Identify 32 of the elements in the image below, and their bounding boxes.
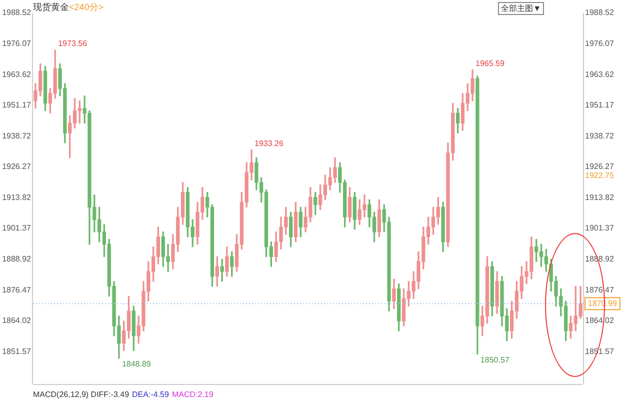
annotation: 1973.56	[58, 39, 88, 48]
y-tick-label: 1988.52	[2, 8, 32, 18]
chart-subtitle: <240分>	[69, 2, 104, 12]
y-tick-label: 1913.82	[2, 192, 32, 202]
y-tick-label: 1851.57	[2, 346, 32, 356]
y2-tick-label: 1976.07	[585, 38, 614, 48]
y2-tick-label: 1951.17	[585, 100, 614, 110]
text: DEA:-4.59	[132, 390, 169, 399]
y2-tick-label: 1938.72	[585, 131, 614, 140]
annotation: 1848.89	[122, 360, 152, 369]
y2-tick-label: 1913.82	[585, 192, 614, 202]
text: MACD(26,12,9) DIFF:-3.49	[33, 390, 130, 399]
chart-title: 现货黄金	[33, 2, 69, 12]
y2-tick-label: 1963.62	[585, 70, 614, 79]
y-tick-label: 1876.47	[2, 285, 32, 294]
text: MACD:2.19	[172, 390, 214, 399]
annotation: 1965.59	[476, 58, 505, 68]
y2-tick-label: 1901.37	[585, 224, 614, 233]
y-tick-label: 1938.72	[2, 131, 32, 140]
annotation: 全部主图▼	[498, 2, 544, 15]
y-tick-label: 1888.92	[2, 254, 32, 264]
y-tick-label: 1963.62	[2, 70, 32, 79]
annotation: 1933.26	[254, 138, 284, 148]
y2-tick-label: 1926.27	[585, 162, 614, 172]
y-tick-label: 1926.27	[2, 162, 32, 172]
y2-tick-label: 1922.75	[585, 170, 614, 180]
y-tick-label: 1951.17	[2, 100, 32, 110]
annotation: 1850.57	[480, 355, 510, 364]
y-tick-label: 1864.02	[2, 316, 32, 326]
y-tick-label: 1901.37	[2, 224, 32, 233]
y-tick-label: 1976.07	[2, 38, 32, 48]
y2-tick-label: 1988.52	[585, 8, 614, 18]
